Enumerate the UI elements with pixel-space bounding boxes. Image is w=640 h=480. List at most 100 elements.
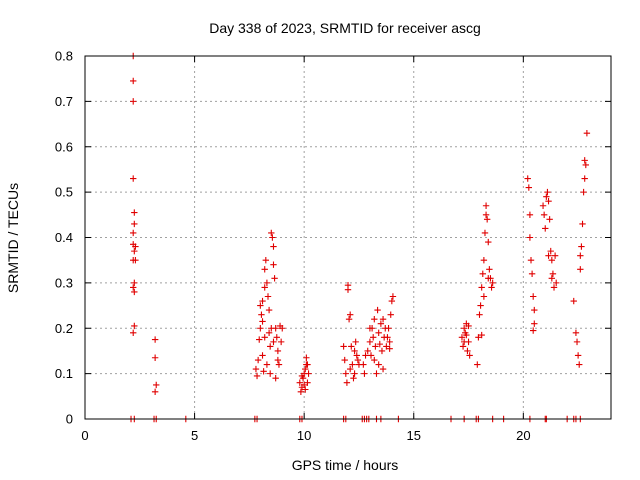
data-point xyxy=(342,370,350,377)
data-point xyxy=(266,370,274,377)
data-point xyxy=(346,311,354,318)
data-point xyxy=(296,379,303,386)
data-point xyxy=(480,293,488,300)
data-point xyxy=(131,220,138,228)
data-point xyxy=(349,361,356,368)
data-point xyxy=(581,157,588,164)
data-point xyxy=(351,370,358,377)
data-point xyxy=(269,234,276,241)
y-tick-label: 0.3 xyxy=(55,275,73,290)
data-point xyxy=(302,365,309,373)
data-point xyxy=(466,352,473,359)
data-point xyxy=(464,347,471,355)
data-point xyxy=(380,334,388,341)
x-tick-label: 15 xyxy=(407,428,421,443)
data-point xyxy=(256,336,263,343)
data-point xyxy=(577,266,584,273)
data-point xyxy=(151,388,159,395)
data-point xyxy=(479,270,486,277)
gridlines xyxy=(85,56,611,419)
data-point xyxy=(262,256,270,264)
data-point xyxy=(572,329,580,336)
data-point xyxy=(488,284,495,291)
data-point xyxy=(346,365,354,373)
data-point xyxy=(344,281,352,289)
x-tick-label: 0 xyxy=(81,428,88,443)
data-point xyxy=(130,98,137,105)
data-point xyxy=(377,320,385,327)
data-point xyxy=(545,198,552,205)
data-point xyxy=(263,361,271,368)
data-point xyxy=(548,256,556,264)
data-point xyxy=(489,279,496,287)
data-point xyxy=(372,343,379,350)
data-point xyxy=(270,338,277,346)
data-point xyxy=(388,297,396,305)
data-point xyxy=(370,334,377,341)
data-point xyxy=(542,225,549,232)
y-tick-label: 0.8 xyxy=(55,49,73,64)
axis-ticks xyxy=(84,55,611,420)
data-point xyxy=(458,334,466,341)
data-point xyxy=(274,347,282,355)
y-tick-labels: 0 0.1 0.2 0.3 0.4 0.5 0.6 0.7 0.8 xyxy=(55,49,73,427)
chart-title: Day 338 of 2023, SRMTID for receiver asc… xyxy=(209,20,481,36)
data-point xyxy=(263,279,271,287)
x-axis-label: GPS time / hours xyxy=(292,457,399,473)
data-point xyxy=(270,261,277,268)
data-point xyxy=(371,315,378,323)
data-point xyxy=(459,343,467,350)
data-point xyxy=(131,247,138,255)
data-point xyxy=(252,365,260,373)
x-tick-label: 10 xyxy=(297,428,311,443)
data-point xyxy=(485,238,492,246)
data-point xyxy=(354,356,362,364)
data-point xyxy=(345,315,353,323)
data-point xyxy=(302,386,309,393)
data-point xyxy=(343,379,351,386)
data-point xyxy=(279,325,286,332)
data-point xyxy=(266,343,274,350)
data-point xyxy=(460,325,468,332)
data-point xyxy=(374,306,381,314)
data-point xyxy=(353,352,360,359)
data-point xyxy=(375,361,382,368)
data-point xyxy=(361,370,368,377)
data-point xyxy=(482,202,490,209)
data-point xyxy=(131,209,138,216)
data-point xyxy=(265,306,273,314)
data-point xyxy=(130,256,137,264)
y-tick-label: 0.6 xyxy=(55,139,73,154)
data-point xyxy=(366,338,374,346)
data-point xyxy=(524,175,531,182)
data-point xyxy=(258,311,265,318)
data-point xyxy=(550,284,558,291)
data-point xyxy=(578,243,585,250)
data-point xyxy=(579,220,586,228)
data-point xyxy=(580,188,587,196)
plot-frame xyxy=(84,55,612,420)
data-point xyxy=(478,331,485,339)
data-point xyxy=(476,311,483,318)
data-point xyxy=(373,370,380,377)
x-tick-label: 20 xyxy=(516,428,530,443)
data-point xyxy=(547,247,554,255)
data-point xyxy=(153,381,160,389)
data-point xyxy=(548,275,556,282)
data-point xyxy=(271,275,278,282)
y-tick-label: 0.4 xyxy=(55,230,73,245)
data-point xyxy=(304,379,311,386)
data-point xyxy=(546,216,553,223)
data-point xyxy=(273,334,280,341)
data-point xyxy=(304,361,311,368)
data-point xyxy=(529,293,537,300)
data-point xyxy=(526,211,534,219)
data-point xyxy=(385,325,392,332)
data-point xyxy=(259,297,266,305)
y-tick-label: 0 xyxy=(66,412,73,427)
data-point xyxy=(577,252,584,259)
data-point xyxy=(477,302,484,309)
data-point xyxy=(348,343,355,350)
x-tick-label: 5 xyxy=(191,428,198,443)
data-point xyxy=(261,266,268,273)
